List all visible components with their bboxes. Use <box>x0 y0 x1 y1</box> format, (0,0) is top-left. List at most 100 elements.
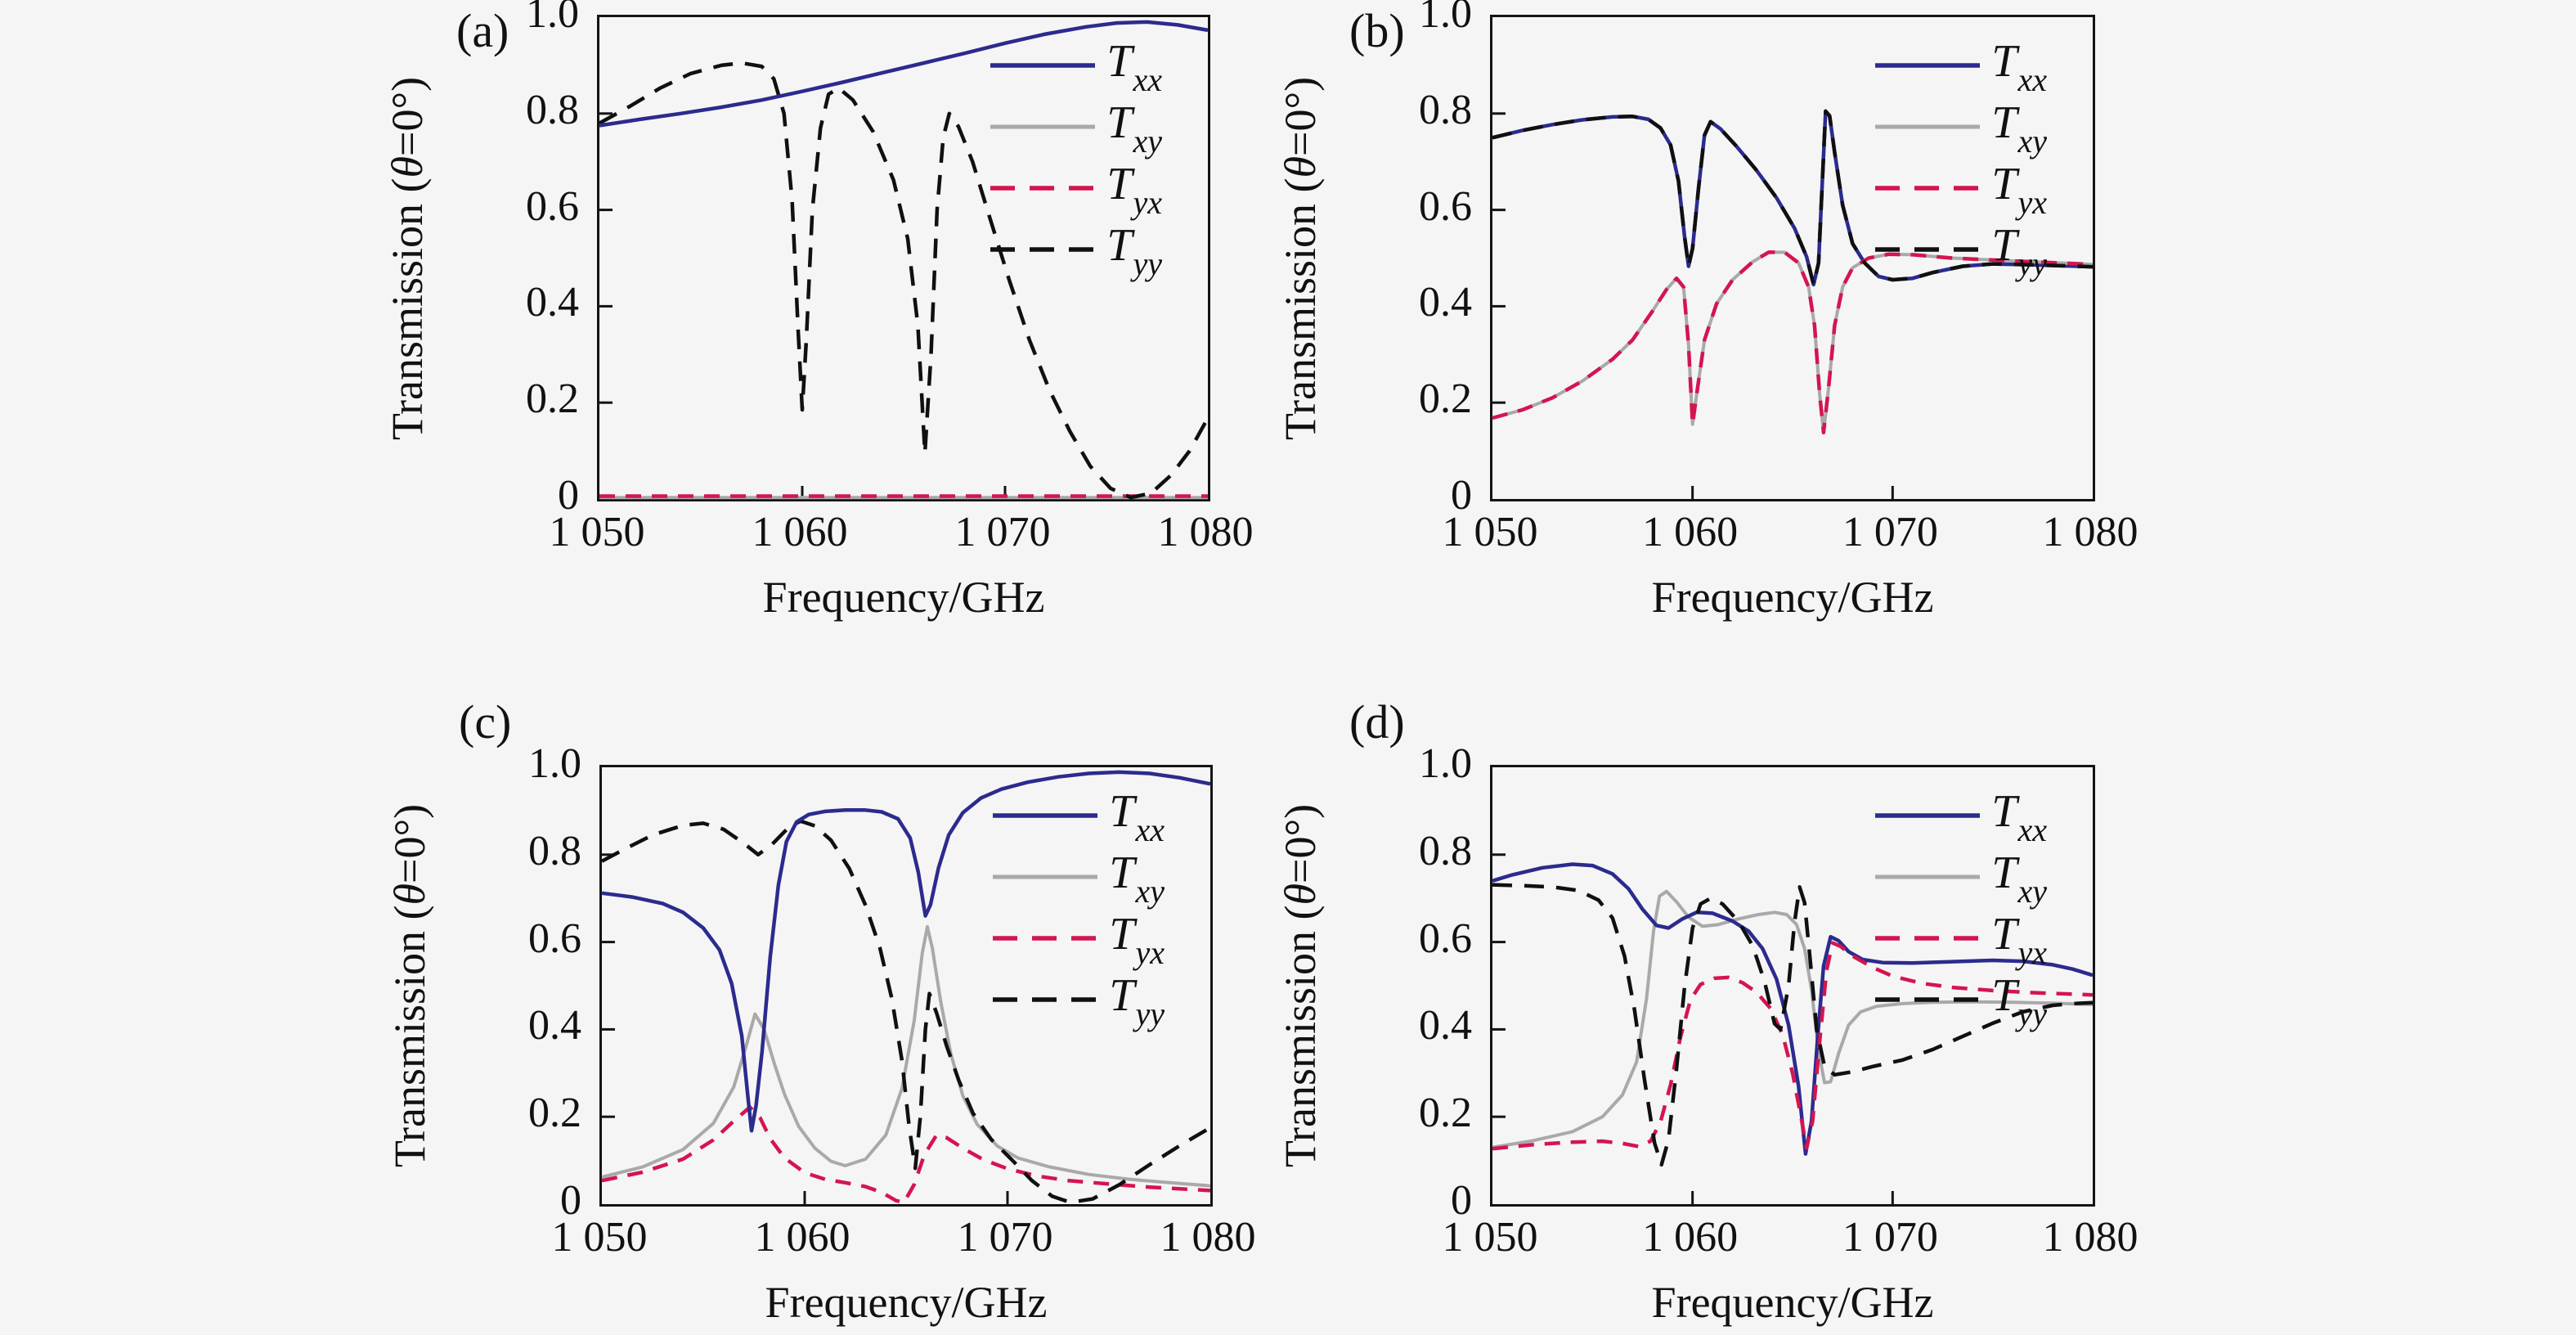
legend: Txx Txy Tyx Tyy <box>1875 34 2047 281</box>
legend-line-Tyy <box>993 996 1098 1002</box>
legend-label-sub: yx <box>1135 934 1165 972</box>
legend-label-sub: xy <box>2017 123 2047 160</box>
y-tick-label: 1.0 <box>528 740 581 787</box>
curve-Tyx <box>1492 941 2094 1151</box>
legend-label-Txy: Txy <box>1991 100 2047 158</box>
legend-label-Txx: Txx <box>1109 785 1165 847</box>
legend-label-Txx: Txx <box>1106 38 1162 97</box>
y-tick-label: 0.6 <box>1419 182 1472 230</box>
legend-label-Txy: Txy <box>1991 850 2047 908</box>
y-tick-label: 0.8 <box>526 86 579 133</box>
theta-symbol: θ <box>383 155 432 178</box>
legend-label-main: T <box>1991 35 2017 87</box>
legend-item-Tyy: Tyy <box>1875 969 2047 1033</box>
legend-label-sub: yy <box>2017 996 2047 1033</box>
legend-label-sub: yx <box>1133 184 1162 222</box>
theta-symbol: θ <box>1276 883 1325 906</box>
legend-line-Tyx <box>1875 185 1981 191</box>
y-axis-label-suffix: =0°) <box>1276 803 1325 883</box>
legend-label-Txx: Txx <box>1991 35 2047 97</box>
curve-Tyy <box>1492 109 2094 287</box>
x-tick-label: 1 070 <box>957 1214 1053 1261</box>
legend-label-sub: xx <box>1135 811 1165 849</box>
plot-area <box>1490 15 2095 501</box>
legend-label-Tyy: Tyy <box>1109 973 1165 1031</box>
y-tick-label: 1.0 <box>1419 0 1472 37</box>
legend-line-Tyy <box>990 246 1096 252</box>
legend-label-Txy: Txy <box>1106 97 1162 158</box>
panel-d: (d) Transmission (θ=0°) Txx Txy Tyx Tyy Fre… <box>1276 695 2138 1327</box>
legend-item-Txy: Txy <box>990 96 1162 158</box>
x-tick-label: 1 080 <box>2042 1214 2138 1261</box>
legend-line-Tyx <box>990 185 1096 191</box>
legend-item-Txx: Txx <box>993 784 1165 847</box>
plot-canvas <box>1492 853 2094 1204</box>
legend-label-sub: xx <box>2017 61 2047 99</box>
legend-line-Txx <box>1875 812 1981 818</box>
legend-label-main: T <box>1991 969 2017 1021</box>
legend-item-Txx: Txx <box>990 34 1162 97</box>
y-axis-label-text: Transmission ( <box>1276 905 1325 1168</box>
legend-label-sub: yx <box>2017 934 2047 972</box>
curve-Tyx <box>1492 250 2094 434</box>
panel-c: (c) Transmission (θ=0°) Txx Txy Tyx Tyy Fre… <box>385 695 1256 1327</box>
legend-label-sub: xy <box>2017 873 2047 910</box>
legend-label-main: T <box>1106 97 1133 148</box>
x-tick-label: 1 060 <box>1642 1214 1739 1261</box>
legend-label-sub: xy <box>1133 123 1162 160</box>
y-axis-label-text: Transmission ( <box>383 177 432 440</box>
y-tick-label: 0.8 <box>1419 86 1472 133</box>
legend-line-Tyx <box>993 935 1098 941</box>
y-tick-label: 0 <box>558 472 579 519</box>
legend-line-Txx <box>993 812 1098 818</box>
legend-label-Txy: Txy <box>1109 847 1165 908</box>
legend-item-Tyy: Tyy <box>993 969 1165 1031</box>
legend-item-Txy: Txy <box>993 846 1165 908</box>
legend-line-Txy <box>1875 874 1981 879</box>
legend-label-sub: yy <box>1135 996 1165 1033</box>
y-tick-label: 0.4 <box>1419 279 1472 326</box>
x-axis-label: Frequency/GHz <box>765 1278 1048 1327</box>
legend-item-Tyx: Tyx <box>1875 907 2047 969</box>
curve-Tyy <box>1492 883 2094 1167</box>
y-axis-label: Transmission (θ=0°) <box>384 804 435 1167</box>
theta-symbol: θ <box>385 883 434 906</box>
y-tick-label: 0.4 <box>528 1002 581 1050</box>
panel-letter: (d) <box>1349 695 1405 748</box>
curve-Txx <box>601 770 1211 1133</box>
legend-label-main: T <box>1991 908 2017 960</box>
legend-label-main: T <box>1109 847 1135 898</box>
legend-item-Txx: Txx <box>1875 34 2047 97</box>
x-tick-label: 1 070 <box>1842 1214 1938 1261</box>
legend-item-Txx: Txx <box>1875 784 2047 849</box>
y-axis-label-text: Transmission ( <box>1276 177 1325 440</box>
y-tick-label: 0.6 <box>528 915 581 962</box>
theta-symbol: θ <box>1276 155 1325 178</box>
y-axis-label: Transmission (θ=0°) <box>382 76 433 439</box>
legend-item-Txy: Txy <box>1875 846 2047 908</box>
legend-label-main: T <box>1991 158 2017 209</box>
legend-line-Txx <box>1875 62 1981 68</box>
legend-label-main: T <box>1109 785 1135 837</box>
legend-item-Tyx: Tyx <box>993 907 1165 969</box>
y-axis-label-suffix: =0°) <box>385 803 434 883</box>
y-tick-label: 0 <box>560 1177 581 1224</box>
y-axis-label: Transmission (θ=0°) <box>1275 804 1326 1167</box>
y-tick-label: 0.2 <box>526 375 579 423</box>
x-tick-label: 1 060 <box>1642 509 1739 555</box>
x-tick-label: 1 080 <box>1160 1214 1256 1261</box>
legend-label-Tyx: Tyx <box>1109 911 1165 969</box>
panel-a: (a) Transmission (θ=0°) Txx Txy Tyx Tyy Fre… <box>383 0 1254 622</box>
legend-label-sub: yx <box>2017 184 2047 222</box>
legend-label-sub: xx <box>2017 811 2047 849</box>
curve-Txy <box>601 924 1211 1188</box>
legend-item-Txy: Txy <box>1875 96 2047 158</box>
legend-label-Tyx: Tyx <box>1991 908 2047 969</box>
y-tick-label: 1.0 <box>526 0 579 37</box>
y-axis-label-suffix: =0°) <box>383 76 432 156</box>
x-tick-label: 1 060 <box>752 509 848 555</box>
x-tick-label: 1 070 <box>1842 509 1938 555</box>
legend-line-Tyx <box>1875 935 1981 941</box>
x-tick-label: 1 070 <box>954 509 1051 555</box>
